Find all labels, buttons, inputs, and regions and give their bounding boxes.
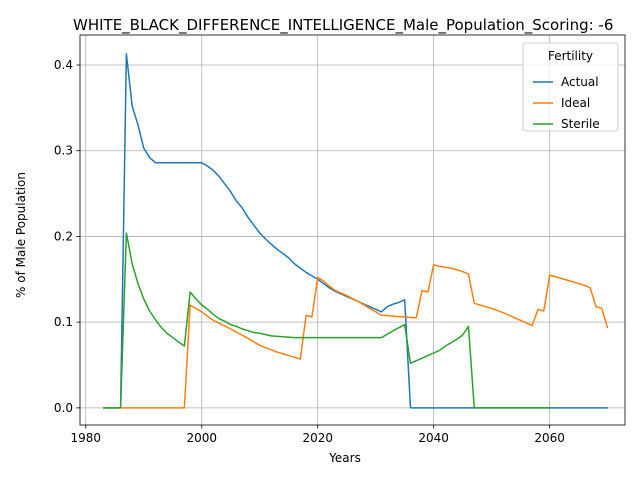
x-axis-label: Years: [328, 451, 361, 465]
legend-box: [522, 42, 619, 132]
axes-frame: [79, 34, 626, 426]
x-tick-label: 2000: [186, 431, 217, 445]
y-tick-label: 0.3: [54, 144, 73, 158]
legend: Fertility Actual Ideal Sterile: [522, 42, 619, 132]
x-tick-label: 2040: [418, 431, 449, 445]
legend-label-sterile: Sterile: [561, 117, 600, 131]
y-tick-label: 0.2: [54, 229, 73, 243]
legend-title: Fertility: [548, 49, 593, 63]
series-line-sterile: [103, 232, 550, 409]
y-tick-label: 0.4: [54, 58, 73, 72]
x-tick-label: 2060: [534, 431, 565, 445]
x-tick-label: 1980: [71, 431, 102, 445]
y-tick-label: 0.0: [54, 401, 73, 415]
legend-label-ideal: Ideal: [561, 96, 590, 110]
y-axis-label: % of Male Population: [14, 172, 28, 298]
chart-title: WHITE_BLACK_DIFFERENCE_INTELLIGENCE_Male…: [73, 16, 613, 35]
y-tick-label: 0.1: [54, 315, 73, 329]
legend-label-actual: Actual: [561, 75, 599, 89]
series-line-ideal: [103, 263, 609, 409]
x-tick-label: 2020: [302, 431, 333, 445]
plot-area: 1980 2000 2020 2040 2060 0.0 0.1 0.2 0.3 0.4: [54, 34, 626, 445]
series-line-actual: [103, 53, 608, 409]
